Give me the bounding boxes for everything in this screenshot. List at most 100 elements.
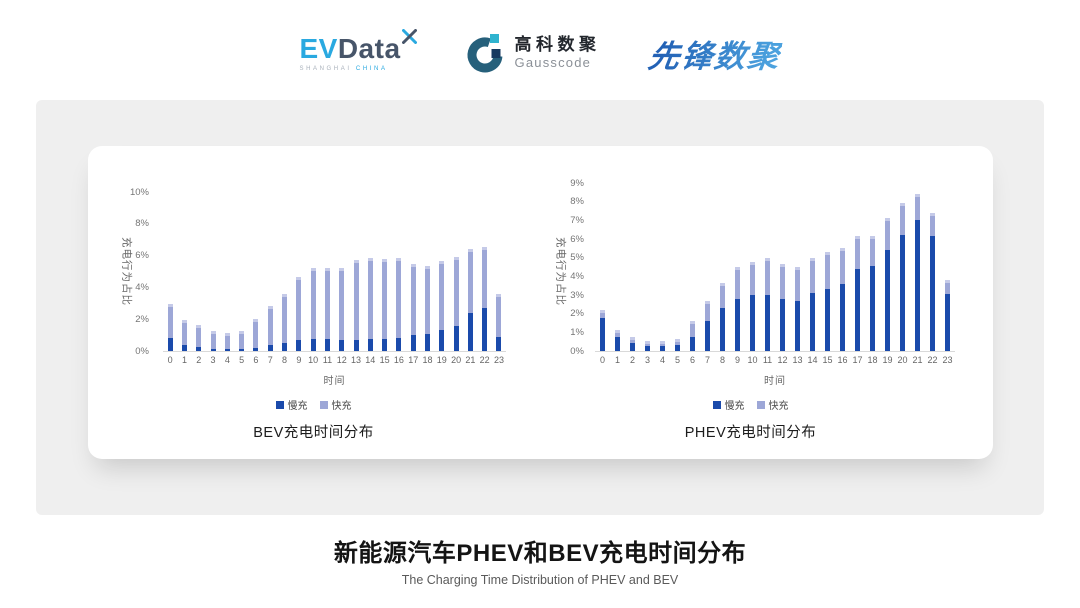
fast-charge-segment	[915, 194, 920, 221]
x-tick-label: 4	[224, 355, 230, 365]
bar-hour-9	[730, 183, 745, 351]
bar-hour-0	[595, 183, 610, 351]
slow-charge-segment	[645, 346, 650, 351]
slow-charge-segment	[267, 344, 273, 351]
x-tick-label: 20	[897, 355, 908, 365]
slow-charge-segment	[705, 321, 710, 351]
bar-hour-6	[249, 192, 263, 351]
fast-charge-segment	[795, 267, 800, 301]
fast-charge-segment	[382, 258, 388, 340]
bar-hour-3	[640, 183, 655, 351]
fast-charge-segment	[750, 262, 755, 295]
fast-charge-segment	[310, 268, 316, 340]
stacked-bar	[705, 300, 710, 351]
stacked-bar	[467, 249, 473, 351]
bar-hour-6	[685, 183, 700, 351]
slow-charge-segment	[239, 348, 245, 351]
slow-charge-segment	[795, 300, 800, 351]
bar-hour-5	[670, 183, 685, 351]
fast-charge-segment	[353, 260, 359, 340]
x-tick-label: 12	[777, 355, 788, 365]
fast-charge-segment	[424, 265, 430, 334]
slow-charge-segment	[825, 289, 830, 351]
bar-hour-1	[610, 183, 625, 351]
slow-charge-swatch-icon	[712, 400, 721, 409]
slow-charge-segment	[600, 318, 605, 351]
stacked-bar	[253, 319, 259, 351]
slow-charge-segment	[735, 298, 740, 351]
phev-chart: 充电行为占比 0% 1% 2% 3% 4% 5% 6% 7% 8% 9% 0 1 2 3 4 5 6 7 8 9 10…	[538, 178, 963, 448]
stacked-bar	[210, 331, 216, 351]
slow-charge-segment	[339, 339, 345, 351]
gausscode-logo: 高科数聚 Gausscode	[465, 32, 601, 74]
x-tick-label: 16	[393, 355, 404, 365]
bar-hour-1	[177, 192, 191, 351]
main-subtitle: The Charging Time Distribution of PHEV a…	[401, 573, 679, 587]
bev-chart: 充电行为占比 0% 2% 4% 6% 8% 10% 0 1 2 3 4 5 6 7 8 9 10 11 12 13 1…	[116, 183, 511, 448]
x-tick-label: 4	[659, 355, 665, 365]
x-tick-label: 5	[239, 355, 245, 365]
fast-charge-segment	[267, 305, 273, 345]
stacked-bar	[930, 212, 935, 351]
x-tick-label: 5	[674, 355, 680, 365]
fast-charge-segment	[467, 249, 473, 313]
slow-charge-segment	[482, 308, 488, 351]
chart-card: 充电行为占比 0% 2% 4% 6% 8% 10% 0 1 2 3 4 5 6 7 8 9 10 11 12 13 1…	[88, 146, 993, 459]
fast-charge-segment	[855, 236, 860, 269]
bar-hour-22	[925, 183, 940, 351]
y-tick-label: 4%	[135, 281, 149, 293]
x-tick-label: 3	[210, 355, 216, 365]
stacked-bar	[353, 260, 359, 351]
slow-charge-segment	[765, 295, 770, 351]
bev-chart-title: BEV充电时间分布	[253, 425, 374, 441]
x-tick-label: 20	[451, 355, 462, 365]
fast-charge-segment	[930, 212, 935, 237]
stacked-bar	[453, 257, 459, 351]
slow-charge-segment	[410, 335, 416, 351]
bar-hour-22	[478, 192, 492, 351]
bar-hour-15	[377, 192, 391, 351]
y-tick-label: 6%	[570, 233, 584, 245]
stacked-bar	[885, 218, 890, 351]
gausscode-en-text: Gausscode	[514, 54, 592, 70]
slow-charge-segment	[750, 295, 755, 351]
x-tick-label: 11	[322, 355, 333, 365]
bar-hour-19	[880, 183, 895, 351]
legend-label: 慢充	[724, 401, 745, 412]
bar-hour-2	[192, 192, 206, 351]
fast-charge-segment	[196, 324, 202, 348]
y-tick-label: 8%	[570, 195, 584, 207]
fast-charge-segment	[885, 218, 890, 251]
bar-hour-14	[363, 192, 377, 351]
bar-hour-16	[392, 192, 406, 351]
fast-charge-swatch-icon	[319, 400, 328, 409]
stacked-bar	[615, 329, 620, 351]
gausscode-cn-text: 高科数聚	[514, 35, 601, 54]
bev-legend: 慢充 快充	[116, 397, 511, 412]
x-tick-label: 10	[747, 355, 758, 365]
fast-charge-segment	[945, 280, 950, 295]
stacked-bar	[424, 265, 430, 351]
stacked-bar	[382, 258, 388, 351]
x-tick-label: 23	[493, 355, 504, 365]
bar-hour-7	[700, 183, 715, 351]
fast-charge-segment	[167, 304, 173, 338]
evdata-wordmark: EV Data	[299, 28, 417, 63]
x-tick-label: 14	[807, 355, 818, 365]
fast-charge-segment	[645, 340, 650, 347]
bar-hour-8	[277, 192, 291, 351]
stacked-bar	[324, 267, 330, 351]
y-tick-label: 1%	[570, 326, 584, 338]
gausscode-wordmark: 高科数聚 Gausscode	[514, 35, 601, 70]
evdata-subtitle-right: CHINA	[355, 65, 388, 72]
x-tick-label: 1	[181, 355, 187, 365]
evdata-x-icon	[401, 28, 417, 44]
stacked-bar	[840, 248, 845, 351]
stacked-bar	[439, 261, 445, 351]
fast-charge-segment	[410, 263, 416, 336]
y-tick-label: 2%	[135, 313, 149, 325]
fast-charge-segment	[780, 264, 785, 299]
stacked-bar	[765, 257, 770, 351]
fast-charge-segment	[660, 340, 665, 347]
slow-charge-segment	[900, 235, 905, 351]
